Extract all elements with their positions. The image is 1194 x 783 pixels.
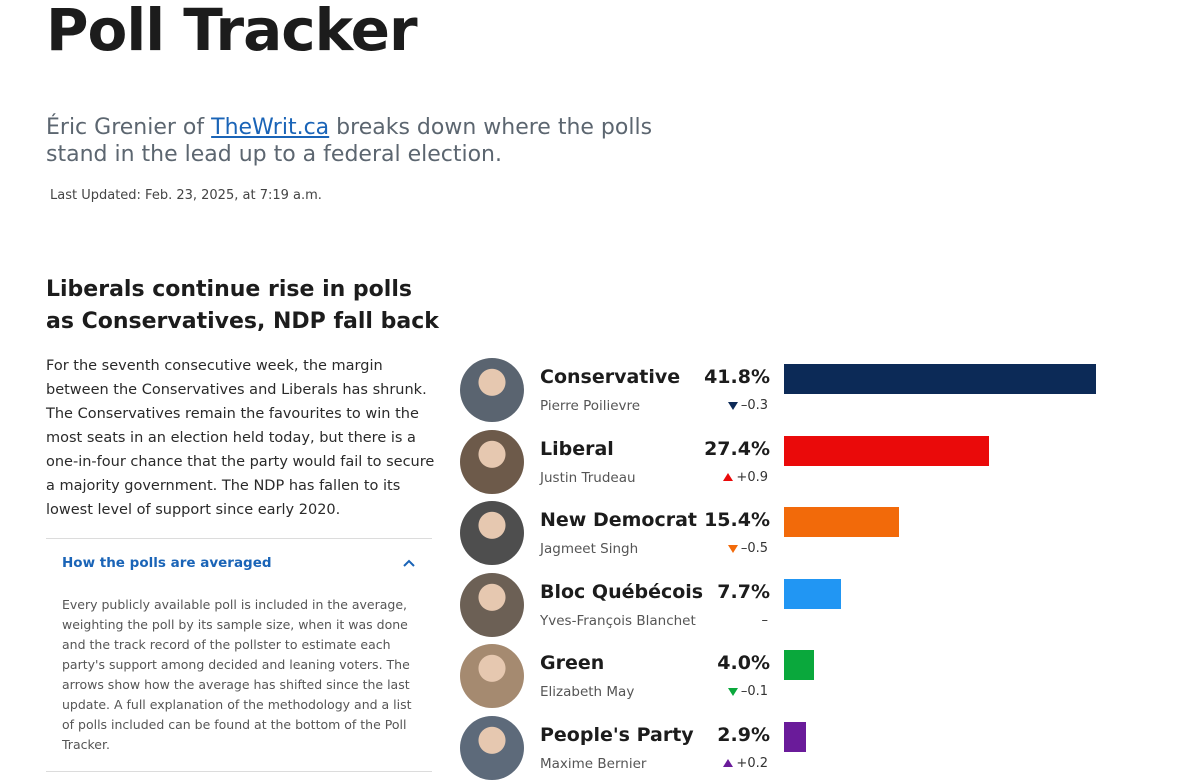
leader-avatar bbox=[460, 358, 524, 422]
change-indicator: –0.1 bbox=[727, 684, 768, 699]
leader-avatar bbox=[460, 429, 524, 494]
party-row: Liberal Justin Trudeau 27.4% +0.9 bbox=[460, 429, 1180, 494]
vote-share-label: 4.0% bbox=[717, 652, 770, 674]
last-updated: Last Updated: Feb. 23, 2025, at 7:19 a.m… bbox=[50, 188, 322, 203]
thewrit-link[interactable]: TheWrit.ca bbox=[211, 115, 330, 140]
leader-name: Maxime Bernier bbox=[540, 755, 647, 772]
change-indicator: +0.2 bbox=[723, 756, 768, 771]
change-value: –0.5 bbox=[740, 541, 768, 556]
intro-prefix: Éric Grenier of bbox=[46, 115, 212, 140]
change-value: +0.9 bbox=[736, 469, 768, 485]
leader-name: Pierre Poilievre bbox=[540, 398, 641, 414]
arrow-up-icon bbox=[723, 473, 734, 481]
vote-share-bar bbox=[784, 435, 989, 466]
party-name: Conservative bbox=[540, 366, 681, 388]
change-value: – bbox=[761, 612, 769, 628]
vote-share-bar bbox=[784, 578, 841, 609]
arrow-down-icon bbox=[727, 544, 738, 553]
accordion-toggle[interactable]: How the polls are averaged bbox=[46, 539, 432, 587]
party-row: Bloc Québécois Yves-François Blanchet 7.7%… bbox=[460, 572, 1180, 637]
vote-share-bar bbox=[784, 650, 814, 680]
change-indicator: +0.9 bbox=[723, 470, 768, 485]
leader-name: Yves-François Blanchet bbox=[540, 612, 696, 629]
leader-avatar bbox=[460, 715, 524, 780]
party-name: New Democrat bbox=[540, 509, 698, 531]
party-name: Bloc Québécois bbox=[540, 580, 704, 603]
vote-share-bar bbox=[784, 721, 806, 752]
party-name: Liberal bbox=[540, 437, 614, 460]
arrow-up-icon bbox=[723, 759, 734, 767]
page-title: Poll Tracker bbox=[46, 0, 418, 64]
change-value: –0.3 bbox=[740, 398, 768, 413]
change-value: +0.2 bbox=[736, 755, 768, 771]
vote-share-label: 41.8% bbox=[704, 366, 770, 388]
leader-avatar bbox=[460, 644, 524, 708]
arrow-down-icon bbox=[727, 687, 738, 696]
party-name: People's Party bbox=[540, 723, 694, 746]
leader-name: Jagmeet Singh bbox=[540, 541, 639, 557]
vote-share-bar bbox=[784, 507, 899, 537]
poll-bar-chart: Conservative Pierre Poilievre 41.8% –0.3 Lib… bbox=[460, 358, 1180, 783]
change-indicator: –0.3 bbox=[727, 398, 768, 413]
party-name: Green bbox=[540, 652, 605, 674]
accordion-body: Every publicly available poll is include… bbox=[62, 597, 412, 752]
change-value: –0.1 bbox=[740, 684, 768, 699]
party-row: Green Elizabeth May 4.0% –0.1 bbox=[460, 644, 1180, 708]
change-indicator: – bbox=[762, 613, 769, 628]
leader-avatar bbox=[460, 572, 524, 637]
party-row: Conservative Pierre Poilievre 41.8% –0.3 bbox=[460, 358, 1180, 422]
vote-share-label: 2.9% bbox=[717, 723, 770, 746]
party-row: New Democrat Jagmeet Singh 15.4% –0.5 bbox=[460, 501, 1180, 565]
vote-share-label: 15.4% bbox=[704, 509, 770, 531]
leader-name: Justin Trudeau bbox=[540, 469, 636, 486]
party-row: People's Party Maxime Bernier 2.9% +0.2 bbox=[460, 715, 1180, 780]
intro-suffix: breaks down where the polls stand in the… bbox=[46, 115, 653, 167]
vote-share-bar bbox=[784, 364, 1096, 394]
leader-avatar bbox=[460, 501, 524, 565]
article-body: For the seventh consecutive week, the ma… bbox=[46, 358, 435, 518]
vote-share-label: 7.7% bbox=[717, 580, 770, 603]
intro-text: Éric Grenier of TheWrit.ca breaks down w… bbox=[46, 114, 686, 168]
arrow-down-icon bbox=[727, 401, 738, 410]
vote-share-label: 27.4% bbox=[704, 437, 770, 460]
accordion-title: How the polls are averaged bbox=[62, 555, 272, 571]
methodology-accordion: How the polls are averaged Every publicl… bbox=[46, 538, 432, 772]
change-indicator: –0.5 bbox=[727, 541, 768, 556]
article-headline: Liberals continue rise in polls as Conse… bbox=[46, 277, 439, 334]
leader-name: Elizabeth May bbox=[540, 684, 635, 700]
chevron-up-icon[interactable] bbox=[402, 556, 416, 570]
